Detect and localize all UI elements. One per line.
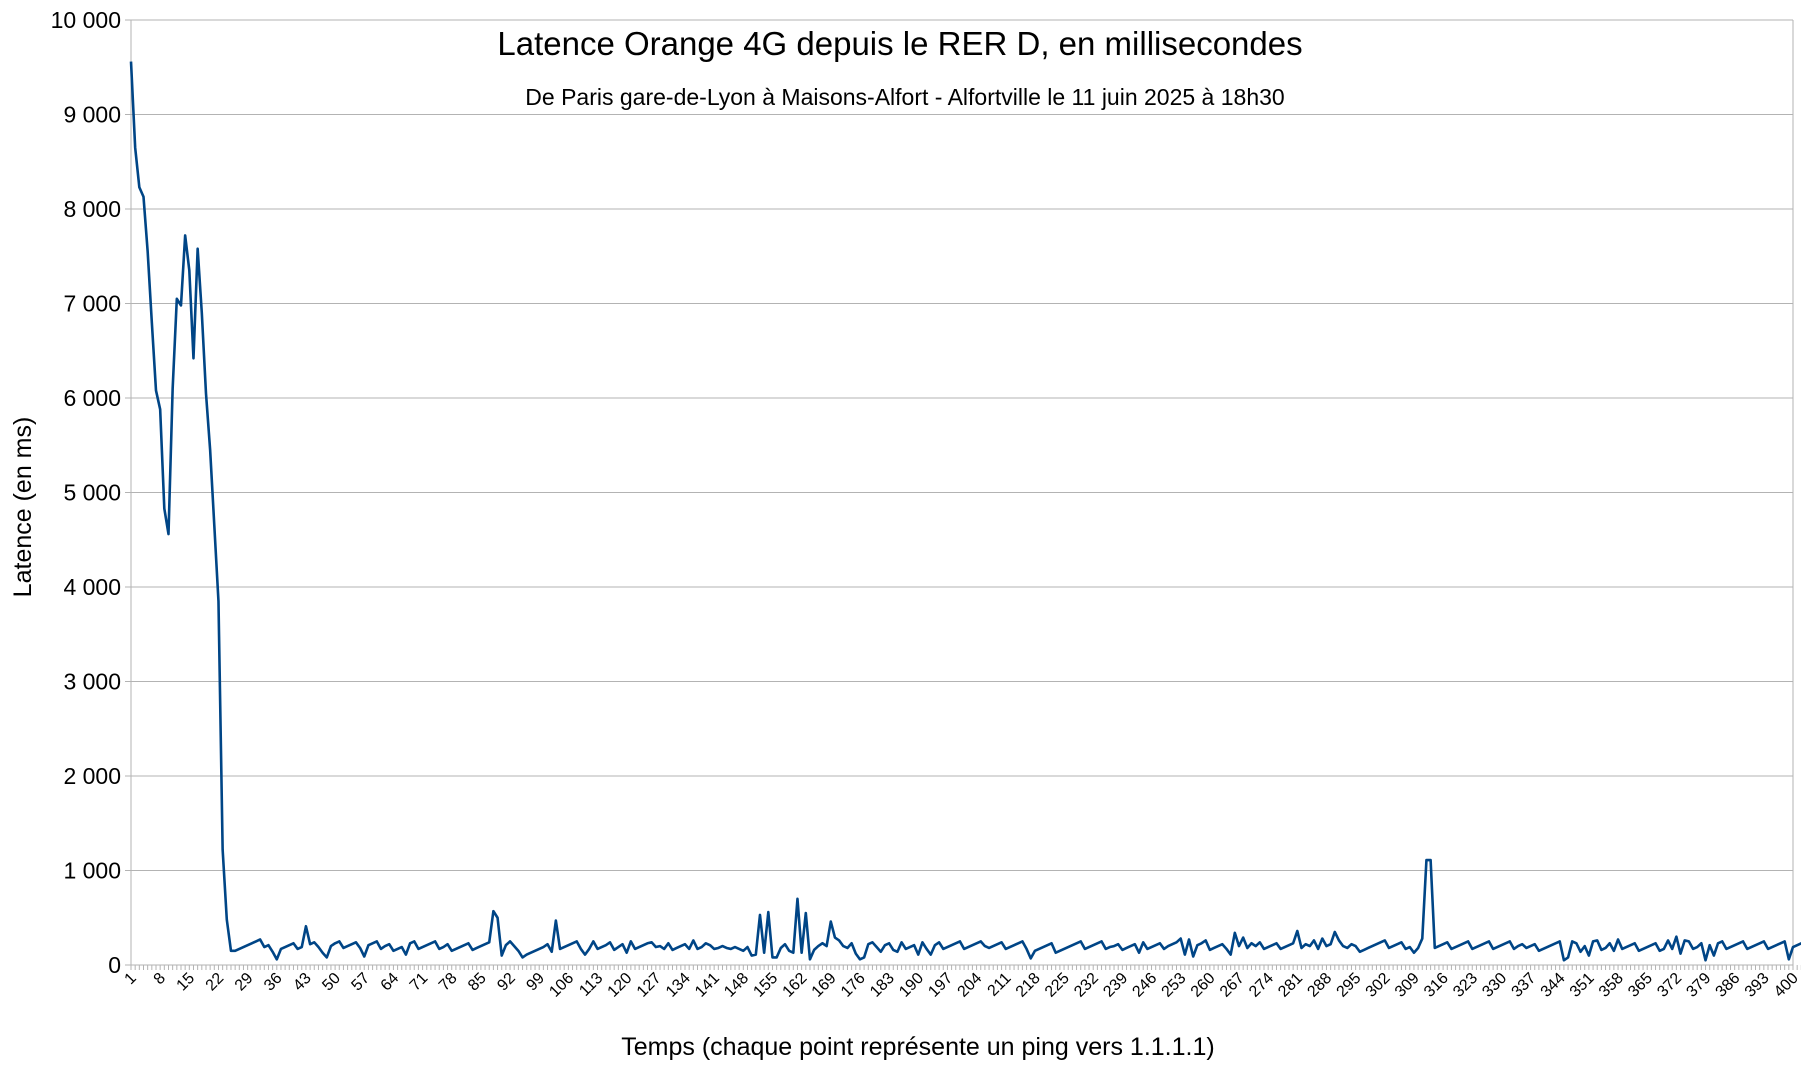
x-tick-label: 92 [494,970,519,995]
y-tick-label: 1 000 [63,858,121,884]
x-tick-label: 295 [1334,970,1365,1001]
y-tick-label: 9 000 [63,102,121,128]
x-tick-label: 43 [290,970,315,995]
x-tick-label: 141 [692,970,723,1001]
x-tick-label: 288 [1304,970,1335,1001]
x-tick-label: 246 [1129,970,1160,1001]
x-tick-label: 106 [546,970,577,1001]
x-tick-label: 134 [663,970,694,1001]
y-tick-label: 8 000 [63,196,121,222]
x-tick-label: 211 [985,970,1015,1000]
y-tick-labels: 0 1 000 2 000 3 000 4 000 5 000 6 000 7 000 8 00… [51,7,131,978]
x-tick-label: 120 [605,970,636,1001]
x-tick-label: 400 [1771,970,1801,1001]
x-tick-label: 162 [780,970,811,1001]
x-axis-label: Temps (chaque point représente un ping v… [621,1033,1214,1061]
x-tick-label: 22 [203,970,228,995]
x-tick-label: 148 [721,970,752,1001]
x-tick-label: 71 [407,970,432,995]
chart-title: Latence Orange 4G depuis le RER D, en mi… [497,25,1302,62]
x-tick-label: 358 [1596,970,1627,1001]
y-tick-label: 3 000 [63,669,121,695]
x-tick-label: 8 [151,970,169,988]
x-tick-label: 190 [896,970,927,1001]
x-tick-label: 337 [1509,970,1540,1001]
y-tick-label: 0 [108,952,121,978]
x-tick-label: 330 [1479,970,1510,1001]
x-tick-label: 57 [348,970,373,995]
x-tick-label: 225 [1042,970,1073,1001]
x-tick-label: 232 [1071,970,1102,1001]
y-tick-label: 5 000 [63,480,121,506]
x-tick-label: 155 [750,970,781,1001]
x-tick-label: 316 [1421,970,1452,1001]
x-tick-label: 379 [1683,970,1714,1001]
x-tick-label: 85 [465,970,490,995]
x-tick-label: 260 [1188,970,1219,1001]
x-tick-label: 323 [1450,970,1481,1001]
x-tick-label: 393 [1742,970,1773,1001]
x-tick-label: 344 [1538,970,1569,1001]
y-tick-label: 6 000 [63,385,121,411]
x-tick-label: 253 [1159,970,1190,1001]
x-tick-label: 127 [634,970,665,1001]
y-tick-label: 10 000 [51,7,121,33]
x-tick-label: 372 [1654,970,1685,1001]
x-tick-label: 281 [1275,970,1306,1001]
series-line-latency [129,61,1801,962]
x-tick-label: 239 [1100,970,1131,1001]
x-tick-label: 64 [378,970,403,995]
x-tick-label: 302 [1363,970,1394,1001]
x-tick-label: 176 [838,970,869,1001]
x-tick-label: 1 [122,970,140,988]
x-tick-label: 50 [319,970,344,995]
gridlines [131,19,1793,966]
x-tick-label: 267 [1217,970,1248,1001]
y-tick-label: 2 000 [63,763,121,789]
x-tick-label: 78 [436,970,461,995]
x-tick-label: 113 [576,970,606,1000]
x-tick-label: 365 [1625,970,1656,1001]
x-tick-label: 29 [232,970,257,995]
y-axis-label: Latence (en ms) [9,417,37,598]
x-tick-label: 351 [1567,970,1598,1001]
y-tick-label: 4 000 [63,574,121,600]
x-tick-label: 309 [1392,970,1423,1001]
series-layer [129,61,1801,962]
x-tick-label: 99 [523,970,548,995]
x-tick-label: 274 [1246,970,1277,1001]
x-tick-label: 169 [809,970,840,1001]
x-tick-label: 204 [955,970,986,1001]
x-tick-label: 183 [867,970,898,1001]
x-tick-label: 218 [1013,970,1044,1001]
x-tick-label: 15 [174,970,199,995]
x-tick-label: 386 [1713,970,1744,1001]
x-tick-label: 36 [261,970,286,995]
x-tick-label: 197 [925,970,956,1001]
y-tick-label: 7 000 [63,291,121,317]
chart-subtitle: De Paris gare-de-Lyon à Maisons-Alfort -… [525,84,1284,110]
